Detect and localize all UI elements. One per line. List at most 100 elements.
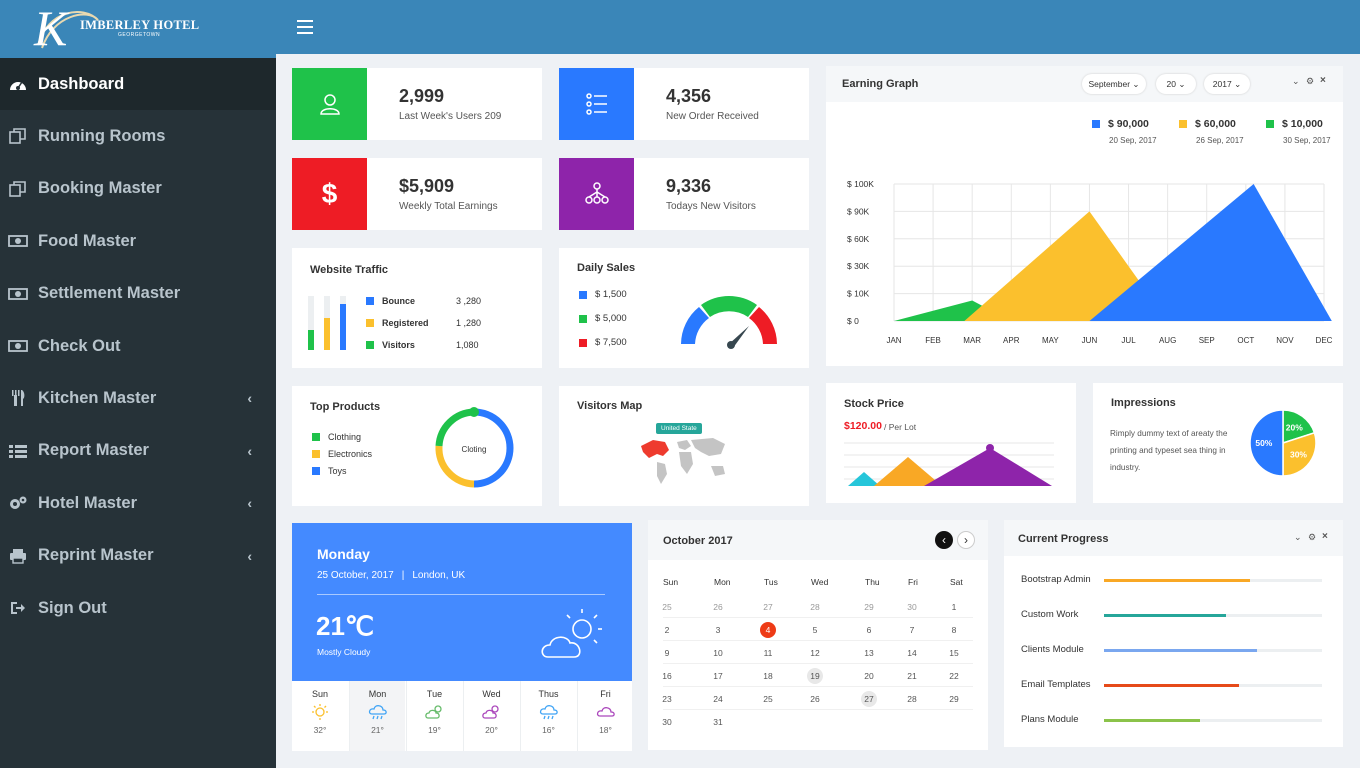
- sidebar-item-running-rooms[interactable]: Running Rooms: [0, 110, 276, 162]
- stock-price: $120.00: [844, 420, 882, 432]
- calendar-day[interactable]: 1: [951, 602, 957, 612]
- calendar-day[interactable]: 25: [662, 602, 672, 612]
- calendar-day[interactable]: 10: [713, 648, 723, 658]
- calendar-day[interactable]: 2: [664, 625, 670, 635]
- calendar-day[interactable]: 29: [949, 694, 959, 704]
- forecast-day[interactable]: Tue 19°: [406, 681, 462, 751]
- day-select[interactable]: 20 ⌄: [1156, 74, 1196, 94]
- sidebar-item-food-master[interactable]: Food Master: [0, 215, 276, 267]
- calendar-day[interactable]: 26: [810, 694, 820, 704]
- sidebar-item-kitchen-master[interactable]: Kitchen Master ‹: [0, 372, 276, 424]
- pie-slice: [1282, 431, 1317, 477]
- calendar-weekday: Fri: [908, 577, 918, 587]
- calendar-day[interactable]: 9: [664, 648, 670, 658]
- legend-value: $ 90,000: [1108, 118, 1149, 130]
- menu-toggle-icon[interactable]: [297, 20, 313, 34]
- progress-label: Email Templates: [1021, 679, 1091, 690]
- sidebar-item-label: Dashboard: [38, 74, 125, 93]
- user-icon: [292, 68, 367, 140]
- forecast-day-name: Wed: [482, 689, 501, 699]
- calendar-day[interactable]: 18: [763, 671, 773, 681]
- product-row: Clothing: [312, 432, 361, 442]
- calendar-day[interactable]: 15: [949, 648, 959, 658]
- brand-logo[interactable]: K IMBERLEY HOTEL GEORGETOWN: [0, 0, 276, 58]
- calendar-day[interactable]: 5: [812, 625, 818, 635]
- close-icon[interactable]: ×: [1320, 75, 1326, 86]
- calendar-day[interactable]: 3: [715, 625, 721, 635]
- calendar-day[interactable]: 30: [662, 717, 672, 727]
- stock-price-card: Stock Price $120.00 / Per Lot: [826, 383, 1076, 503]
- calendar-day[interactable]: 29: [864, 602, 874, 612]
- sales-row: $ 7,500: [579, 337, 627, 348]
- earning-legend-item: $ 90,000: [1092, 118, 1149, 130]
- product-label: Electronics: [328, 449, 373, 459]
- gear-icon[interactable]: ⚙: [1306, 76, 1315, 86]
- calendar-day[interactable]: 24: [713, 694, 723, 704]
- sidebar-item-report-master[interactable]: Report Master ‹: [0, 425, 276, 477]
- calendar-day[interactable]: 14: [907, 648, 917, 658]
- forecast-day[interactable]: Wed 20°: [463, 681, 519, 751]
- x-tick-label: AUG: [1159, 336, 1176, 345]
- legend-value: $ 60,000: [1195, 118, 1236, 130]
- series-area-2: [1089, 184, 1332, 321]
- calendar-day[interactable]: 30: [907, 602, 917, 612]
- card-title: Website Traffic: [310, 264, 389, 276]
- gear-icon[interactable]: ⚙: [1308, 532, 1317, 542]
- progress-track: [1104, 649, 1322, 652]
- forecast-day[interactable]: Mon 21°: [349, 681, 405, 751]
- progress-track: [1104, 579, 1322, 582]
- year-select[interactable]: 2017 ⌄: [1204, 74, 1250, 94]
- stat-value: 4,356: [666, 86, 712, 106]
- calendar-day[interactable]: 20: [864, 671, 874, 681]
- legend-swatch: [312, 467, 320, 475]
- calendar-day[interactable]: 25: [763, 694, 773, 704]
- calendar-day[interactable]: 28: [810, 602, 820, 612]
- sidebar-item-booking-master[interactable]: Booking Master: [0, 163, 276, 215]
- sidebar-item-label: Kitchen Master: [38, 388, 157, 407]
- calendar-day[interactable]: 16: [662, 671, 672, 681]
- sidebar-item-reprint-master[interactable]: Reprint Master ‹: [0, 530, 276, 582]
- impressions-text: Rimply dummy text of areaty the printing…: [1110, 429, 1228, 472]
- current-progress-card: Current Progress ⌄ ⚙ × Bootstrap Admin Cu…: [1004, 520, 1343, 747]
- calendar-day[interactable]: 6: [866, 625, 872, 635]
- calendar-day[interactable]: 26: [713, 602, 723, 612]
- calendar-day[interactable]: 21: [907, 671, 917, 681]
- product-row: Electronics: [312, 449, 372, 459]
- sidebar-item-settlement-master[interactable]: Settlement Master: [0, 268, 276, 320]
- calendar-day[interactable]: 27: [763, 602, 773, 612]
- calendar-day[interactable]: 11: [763, 648, 773, 658]
- calendar-day[interactable]: 12: [810, 648, 820, 658]
- month-select[interactable]: September ⌄: [1082, 74, 1146, 94]
- forecast-day-name: Mon: [368, 689, 387, 699]
- collapse-icon[interactable]: ⌄: [1292, 76, 1300, 86]
- calendar-day[interactable]: 27: [861, 691, 877, 707]
- calendar-day[interactable]: 13: [864, 648, 874, 658]
- sidebar-item-sign-out[interactable]: Sign Out: [0, 582, 276, 634]
- calendar-day[interactable]: 19: [807, 668, 823, 684]
- stat-label: Weekly Total Earnings: [399, 201, 498, 212]
- calendar-day[interactable]: 7: [909, 625, 915, 635]
- collapse-icon[interactable]: ⌄: [1294, 532, 1302, 542]
- calendar-day[interactable]: 23: [662, 694, 672, 704]
- gears-icon: [8, 494, 28, 512]
- calendar-day[interactable]: 31: [713, 717, 723, 727]
- forecast-day[interactable]: Sun 32°: [292, 681, 348, 751]
- forecast-day[interactable]: Fri 18°: [577, 681, 633, 751]
- calendar-day[interactable]: 28: [907, 694, 917, 704]
- stat-value: 2,999: [399, 86, 445, 106]
- calendar-day[interactable]: 17: [713, 671, 723, 681]
- sidebar-item-hotel-master[interactable]: Hotel Master ‹: [0, 477, 276, 529]
- calendar-next-button[interactable]: ›: [957, 531, 975, 549]
- close-icon[interactable]: ×: [1322, 531, 1328, 542]
- rain-icon: [521, 703, 576, 721]
- sidebar-item-check-out[interactable]: Check Out: [0, 320, 276, 372]
- earning-chart: $ 0 $ 10K $ 30K $ 60K $ 90K $ 100K JAN FEB MAR AP…: [847, 179, 1333, 345]
- progress-track: [1104, 719, 1322, 722]
- sidebar-item-dashboard[interactable]: Dashboard: [0, 58, 276, 110]
- forecast-day[interactable]: Thus 16°: [520, 681, 576, 751]
- cloud-sun-icon: [541, 609, 602, 658]
- calendar-prev-button[interactable]: ‹: [935, 531, 953, 549]
- calendar-day[interactable]: 22: [949, 671, 959, 681]
- calendar-day[interactable]: 8: [951, 625, 957, 635]
- calendar-day[interactable]: 4: [760, 622, 776, 638]
